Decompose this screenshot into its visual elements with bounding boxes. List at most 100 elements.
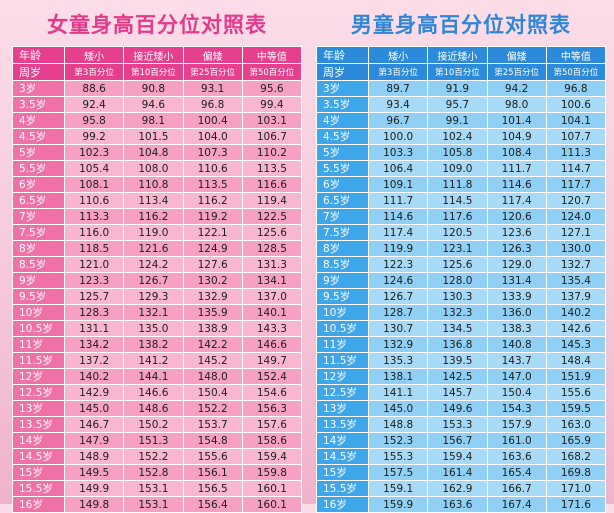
age-cell: 11岁 xyxy=(12,336,65,353)
header-age-cell: 周岁 xyxy=(316,63,369,81)
table-row: 13岁 145.0 149.6 154.3 159.5 xyxy=(316,400,607,417)
p10-cell: 153.1 xyxy=(123,496,184,513)
p50-cell: 171.6 xyxy=(545,496,607,513)
p50-cell: 137.0 xyxy=(241,288,303,305)
p10-cell: 139.5 xyxy=(427,352,488,369)
p3-cell: 157.5 xyxy=(367,464,429,481)
p10-cell: 125.6 xyxy=(427,256,488,273)
age-cell: 6.5岁 xyxy=(316,192,369,209)
p3-cell: 122.3 xyxy=(367,256,429,273)
header-p50-cell: 中等值 xyxy=(545,46,607,64)
age-cell: 4岁 xyxy=(316,112,369,129)
boys-height-table: 年龄 矮小 接近矮小 偏矮 中等值 周岁 第3百分位 第10百分位 第25百分位 第50百分位 3岁… xyxy=(316,46,607,513)
girls-height-table: 年龄 矮小 接近矮小 偏矮 中等值 周岁 第3百分位 第10百分位 第25百分位 第50百分位 3岁… xyxy=(12,46,303,513)
age-cell: 11.5岁 xyxy=(316,352,369,369)
p10-cell: 104.8 xyxy=(123,144,184,161)
p50-cell: 107.7 xyxy=(545,128,607,145)
p25-cell: 120.6 xyxy=(486,208,547,225)
p25-cell: 93.1 xyxy=(182,80,243,97)
p10-cell: 121.6 xyxy=(123,240,184,257)
p25-cell: 150.4 xyxy=(182,384,243,401)
p50-cell: 165.9 xyxy=(545,432,607,449)
p3-cell: 118.5 xyxy=(63,240,125,257)
p10-cell: 116.2 xyxy=(123,208,184,225)
table-row: 16岁 149.8 153.1 156.4 160.1 xyxy=(12,496,303,513)
age-cell: 9.5岁 xyxy=(12,288,65,305)
p3-cell: 131.1 xyxy=(63,320,125,337)
p25-cell: 153.7 xyxy=(182,416,243,433)
p25-cell: 155.6 xyxy=(182,448,243,465)
table-row: 11岁 132.9 136.8 140.8 145.3 xyxy=(316,336,607,353)
p3-cell: 110.6 xyxy=(63,192,125,209)
p10-cell: 110.8 xyxy=(123,176,184,193)
table-row: 9.5岁 125.7 129.3 132.9 137.0 xyxy=(12,288,303,305)
age-cell: 7.5岁 xyxy=(12,224,65,241)
p3-cell: 148.8 xyxy=(367,416,429,433)
p25-cell: 104.0 xyxy=(182,128,243,145)
p25-cell: 108.4 xyxy=(486,144,547,161)
p25-cell: 142.2 xyxy=(182,336,243,353)
p10-cell: 113.4 xyxy=(123,192,184,209)
p50-cell: 155.6 xyxy=(545,384,607,401)
table-row: 10岁 128.7 132.3 136.0 140.2 xyxy=(316,304,607,321)
p50-cell: 116.6 xyxy=(241,176,303,193)
table-row: 11岁 134.2 138.2 142.2 146.6 xyxy=(12,336,303,353)
p3-cell: 128.3 xyxy=(63,304,125,321)
p25-cell: 154.8 xyxy=(182,432,243,449)
p3-cell: 149.8 xyxy=(63,496,125,513)
age-cell: 13.5岁 xyxy=(12,416,65,433)
p25-cell: 113.5 xyxy=(182,176,243,193)
p10-cell: 150.2 xyxy=(123,416,184,433)
p10-cell: 124.2 xyxy=(123,256,184,273)
p25-cell: 114.6 xyxy=(486,176,547,193)
header-p3-cell: 矮小 xyxy=(367,46,429,64)
table-row: 5岁 102.3 104.8 107.3 110.2 xyxy=(12,144,303,161)
boys-table-title: 男童身高百分位对照表 xyxy=(351,13,571,37)
p10-cell: 90.8 xyxy=(123,80,184,97)
p3-cell: 141.1 xyxy=(367,384,429,401)
p50-cell: 171.0 xyxy=(545,480,607,497)
p50-cell: 160.1 xyxy=(241,480,303,497)
age-cell: 15岁 xyxy=(316,464,369,481)
p10-cell: 135.0 xyxy=(123,320,184,337)
table-row: 9岁 124.6 128.0 131.4 135.4 xyxy=(316,272,607,289)
p50-cell: 100.6 xyxy=(545,96,607,113)
p50-cell: 157.6 xyxy=(241,416,303,433)
table-row: 14岁 152.3 156.7 161.0 165.9 xyxy=(316,432,607,449)
age-cell: 5.5岁 xyxy=(12,160,65,177)
p10-cell: 129.3 xyxy=(123,288,184,305)
p25-cell: 143.7 xyxy=(486,352,547,369)
age-cell: 10岁 xyxy=(12,304,65,321)
p25-cell: 133.9 xyxy=(486,288,547,305)
table-row: 8岁 119.9 123.1 126.3 130.0 xyxy=(316,240,607,257)
p3-cell: 105.4 xyxy=(63,160,125,177)
p3-cell: 119.9 xyxy=(367,240,429,257)
age-cell: 15.5岁 xyxy=(316,480,369,497)
table-row: 3.5岁 93.4 95.7 98.0 100.6 xyxy=(316,96,607,113)
table-row: 14岁 147.9 151.3 154.8 158.6 xyxy=(12,432,303,449)
age-cell: 3岁 xyxy=(12,80,65,97)
p25-cell: 161.0 xyxy=(486,432,547,449)
p3-cell: 124.6 xyxy=(367,272,429,289)
p10-cell: 123.1 xyxy=(427,240,488,257)
table-row: 6.5岁 111.7 114.5 117.4 120.7 xyxy=(316,192,607,209)
p50-cell: 127.1 xyxy=(545,224,607,241)
p25-cell: 126.3 xyxy=(486,240,547,257)
p50-cell: 146.6 xyxy=(241,336,303,353)
p25-cell: 110.6 xyxy=(182,160,243,177)
p50-cell: 124.0 xyxy=(545,208,607,225)
p10-cell: 134.5 xyxy=(427,320,488,337)
p10-cell: 141.2 xyxy=(123,352,184,369)
p50-cell: 120.7 xyxy=(545,192,607,209)
header-p25-cell: 第25百分位 xyxy=(182,63,243,81)
p3-cell: 111.7 xyxy=(367,192,429,209)
table-row: 12岁 140.2 144.1 148.0 152.4 xyxy=(12,368,303,385)
p10-cell: 95.7 xyxy=(427,96,488,113)
p50-cell: 113.5 xyxy=(241,160,303,177)
p3-cell: 132.9 xyxy=(367,336,429,353)
header-p25-cell: 偏矮 xyxy=(182,46,243,64)
p3-cell: 152.3 xyxy=(367,432,429,449)
girls-height-panel: 女童身高百分位对照表 年龄 矮小 接近矮小 偏矮 中等值 周岁 第3百分位 第10百分位 第25… xyxy=(12,0,303,513)
p50-cell: 104.1 xyxy=(545,112,607,129)
p10-cell: 109.0 xyxy=(427,160,488,177)
